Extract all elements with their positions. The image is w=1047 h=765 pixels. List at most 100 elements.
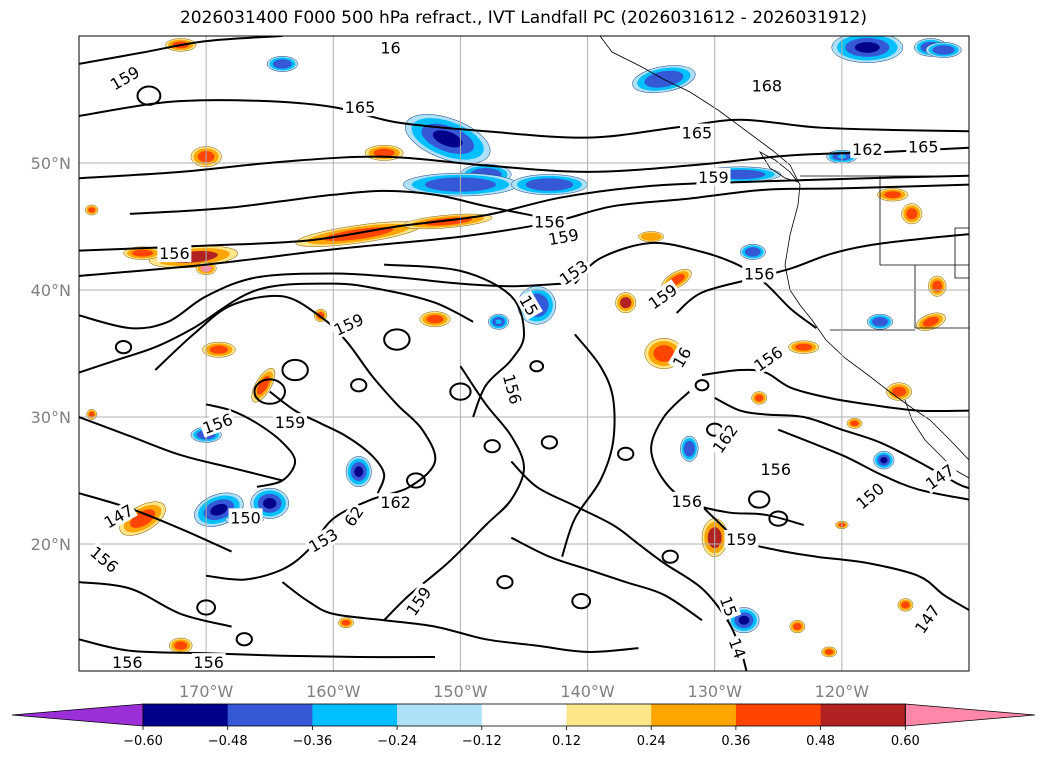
- lon-tick-label: 120°W: [815, 682, 870, 701]
- ivt-blob-ring: [884, 191, 902, 199]
- contour-label: 156: [112, 653, 143, 672]
- contour-label-bg: [110, 653, 145, 671]
- colorbar-segment: [227, 704, 313, 726]
- contour-line: [79, 416, 283, 482]
- contour-label-bg: [696, 167, 731, 186]
- ivt-blob-ring: [922, 316, 939, 327]
- colorbar-tick-label: −0.12: [462, 734, 502, 749]
- ivt-blob: [846, 418, 863, 429]
- colorbar-segment: [566, 704, 652, 726]
- map-title: 2026031400 F000 500 hPa refract., IVT La…: [179, 8, 867, 28]
- contour-label-group: 159: [273, 413, 308, 432]
- contour-label-group: 156: [110, 653, 145, 672]
- ivt-blob-ring: [686, 444, 692, 453]
- colorbar-tick-label: 0.48: [806, 734, 835, 749]
- ivt-blob-ring: [354, 466, 364, 477]
- contour-label-bg: [378, 38, 403, 57]
- contour-label-bg: [851, 477, 889, 514]
- colorbar-tick-label: 0.60: [891, 734, 920, 749]
- contour-line: [510, 536, 703, 622]
- ivt-blob: [85, 204, 99, 216]
- ivt-blob-ring: [653, 345, 675, 362]
- ivt-blob-ring: [132, 249, 154, 257]
- ivt-blob: [867, 313, 893, 330]
- contour-line: [574, 241, 818, 329]
- contour-label: 16: [380, 38, 400, 57]
- ivt-blob-ring: [793, 623, 802, 631]
- ivt-blob-ring: [824, 649, 834, 655]
- contour-label: 162: [380, 493, 411, 512]
- contour-label-group: 162: [850, 140, 885, 159]
- contour-label-group: 15: [716, 591, 742, 621]
- contour-label-bg: [725, 633, 751, 663]
- colorbar-extend-low: [11, 703, 144, 727]
- contour-label: 156: [760, 460, 791, 479]
- contour-line: [79, 282, 474, 374]
- ivt-blob-ring: [727, 172, 753, 177]
- ivt-blob-ring: [876, 319, 884, 325]
- ivt-blob-ring: [738, 615, 750, 625]
- lon-tick-label: 160°W: [306, 682, 361, 701]
- contour-label: 150: [230, 508, 261, 527]
- contour-label-bg: [716, 591, 742, 621]
- contour-label-bg: [329, 308, 368, 340]
- contour-loop: [383, 328, 411, 351]
- contour-line: [701, 368, 969, 413]
- ivt-blob: [488, 313, 509, 330]
- contour-label-bg: [339, 501, 368, 532]
- ivt-blob: [897, 598, 914, 612]
- contour-label: 165: [682, 124, 713, 143]
- contour-label-bg: [157, 244, 192, 263]
- ivt-blob: [873, 451, 895, 470]
- ivt-blob: [169, 637, 193, 654]
- ivt-blob-ring: [209, 345, 228, 354]
- ivt-blob-ring: [901, 601, 910, 609]
- ivt-blob: [925, 42, 962, 58]
- contour-loop: [253, 378, 286, 405]
- contour-label-group: 156: [758, 460, 793, 479]
- contour-label: 159: [698, 168, 729, 187]
- contour-label-group: 159: [724, 529, 759, 549]
- colorbar-segment: [820, 704, 906, 726]
- ivt-blob: [901, 203, 923, 225]
- contour-loop: [661, 549, 679, 564]
- ivt-blob-ring: [880, 457, 888, 464]
- ivt-blob: [119, 501, 166, 536]
- colorbar-frame: [142, 703, 906, 727]
- contour-line: [269, 390, 386, 494]
- contour-label-group: 156: [532, 212, 567, 231]
- ivt-blob: [831, 36, 904, 63]
- contour-loop: [235, 632, 253, 647]
- contour-label-bg: [273, 413, 308, 432]
- contour-label-group: 156: [157, 244, 192, 263]
- ivt-blob-ring: [341, 619, 351, 626]
- contour-label-bg: [643, 279, 682, 314]
- ivt-blob-ring: [263, 498, 277, 509]
- contour-line: [281, 581, 639, 653]
- contour-loop: [748, 490, 771, 509]
- colorbar-tick-label: −0.24: [377, 734, 417, 749]
- lat-tick-label: 40°N: [31, 281, 71, 300]
- contour-label-bg: [105, 61, 144, 95]
- ivt-blob-ring: [432, 130, 463, 148]
- contour-line: [79, 638, 436, 659]
- ivt-blob: [86, 409, 98, 420]
- contour-loop: [617, 446, 635, 461]
- colorbar-segment: [143, 704, 229, 726]
- ivt-blob-ring: [749, 249, 757, 255]
- colorbar-tick-label: −0.60: [123, 734, 163, 749]
- contour-loop: [496, 575, 514, 590]
- contour-label-bg: [724, 529, 759, 548]
- contour-label-group: 162: [378, 493, 413, 512]
- lon-tick-label: 150°W: [433, 682, 488, 701]
- ivt-blob: [680, 435, 699, 462]
- axis-labels: 50°N 40°N 30°N 20°N 170°W 160°W 150°W 140°W 130°…: [31, 154, 870, 701]
- ivt-blob: [511, 174, 588, 195]
- colorbar-segment: [481, 704, 567, 726]
- colorbar-tick-label: 0.24: [637, 734, 666, 749]
- contour-label-bg: [758, 460, 793, 479]
- ivt-blob-ring: [88, 207, 96, 213]
- contour-label: 165: [908, 137, 939, 156]
- contour-label-bg: [499, 370, 526, 408]
